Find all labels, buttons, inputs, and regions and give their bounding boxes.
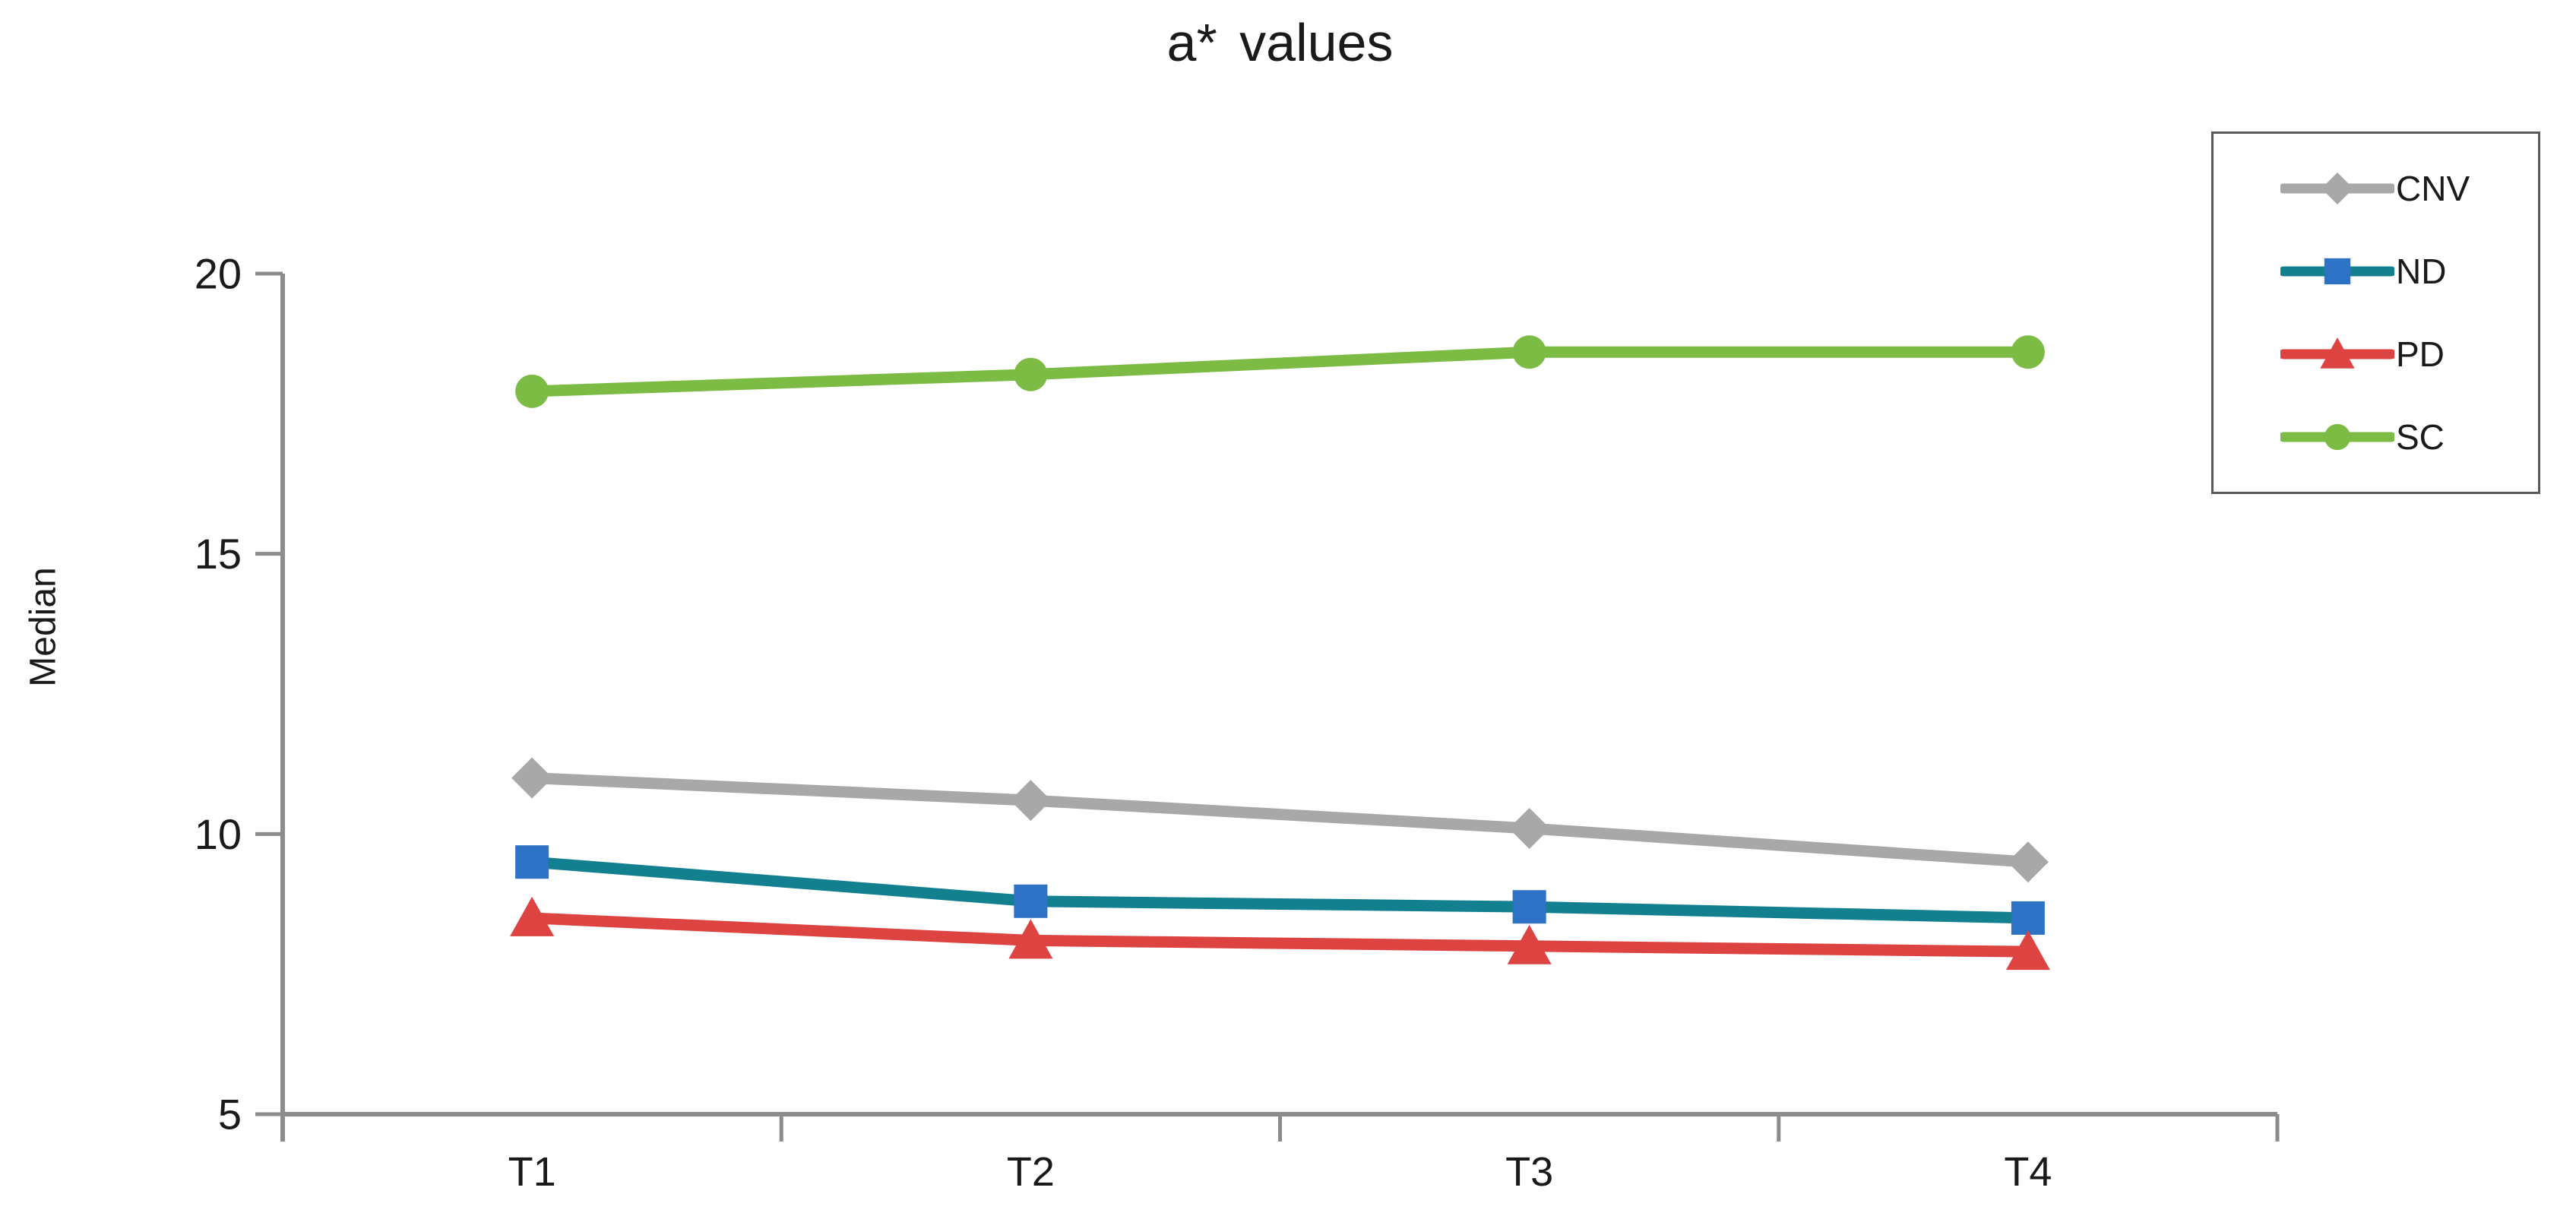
series-SC-line xyxy=(526,346,2034,397)
y-tick-label-20: 20 xyxy=(195,250,242,298)
series-CNV-line xyxy=(526,772,2034,868)
legend-item-SC: SC xyxy=(2280,413,2538,461)
marker-ND-T4 xyxy=(2011,901,2045,935)
x-tick-label-T2: T2 xyxy=(1007,1149,1055,1195)
marker-SC-T2 xyxy=(1014,357,1048,391)
y-tick-label-10: 10 xyxy=(195,810,242,858)
marker-CNV-T2 xyxy=(1010,780,1052,822)
marker-SC-T1 xyxy=(515,374,549,408)
x-tick-label-T4: T4 xyxy=(2004,1149,2052,1195)
legend-marker-PD xyxy=(2320,337,2355,369)
legend-swatch-ND xyxy=(2280,258,2394,285)
marker-ND-T3 xyxy=(1512,890,1546,924)
marker-PD-T2 xyxy=(1008,919,1053,959)
marker-CNV-T3 xyxy=(1508,807,1550,849)
marker-SC-T3 xyxy=(1512,335,1546,369)
legend-marker-CNV xyxy=(2321,173,2354,205)
legend-label-PD: PD xyxy=(2396,334,2445,374)
legend-swatch-PD xyxy=(2280,337,2394,369)
x-tick-label-T3: T3 xyxy=(1505,1149,1553,1195)
series-PD-line xyxy=(526,912,2034,958)
marker-CNV-T1 xyxy=(511,757,553,799)
legend-swatch-CNV xyxy=(2280,173,2394,205)
marker-SC-T4 xyxy=(2011,335,2045,369)
legend-item-PD: PD xyxy=(2280,330,2538,378)
legend-label-CNV: CNV xyxy=(2396,169,2470,209)
marker-PD-T1 xyxy=(510,896,555,936)
marker-PD-T4 xyxy=(2005,930,2050,971)
legend-item-ND: ND xyxy=(2280,247,2538,296)
legend-item-CNV: CNV xyxy=(2280,164,2538,213)
legend-label-ND: ND xyxy=(2396,252,2447,292)
legend-marker-SC xyxy=(2324,423,2351,450)
y-tick-label-5: 5 xyxy=(218,1091,242,1139)
series-ND-line xyxy=(526,856,2034,924)
marker-PD-T3 xyxy=(1507,924,1552,964)
marker-ND-T1 xyxy=(515,845,549,879)
x-tick-label-T1: T1 xyxy=(508,1149,556,1195)
y-tick-label-15: 15 xyxy=(195,530,242,578)
marker-ND-T2 xyxy=(1014,884,1048,918)
marker-CNV-T4 xyxy=(2007,841,2049,883)
chart-title: a* values xyxy=(1166,13,1394,72)
legend-box: CNV ND PD SC xyxy=(2211,131,2540,494)
legend-label-SC: SC xyxy=(2396,416,2445,457)
legend-swatch-SC xyxy=(2280,423,2394,450)
legend-marker-ND xyxy=(2324,258,2351,285)
